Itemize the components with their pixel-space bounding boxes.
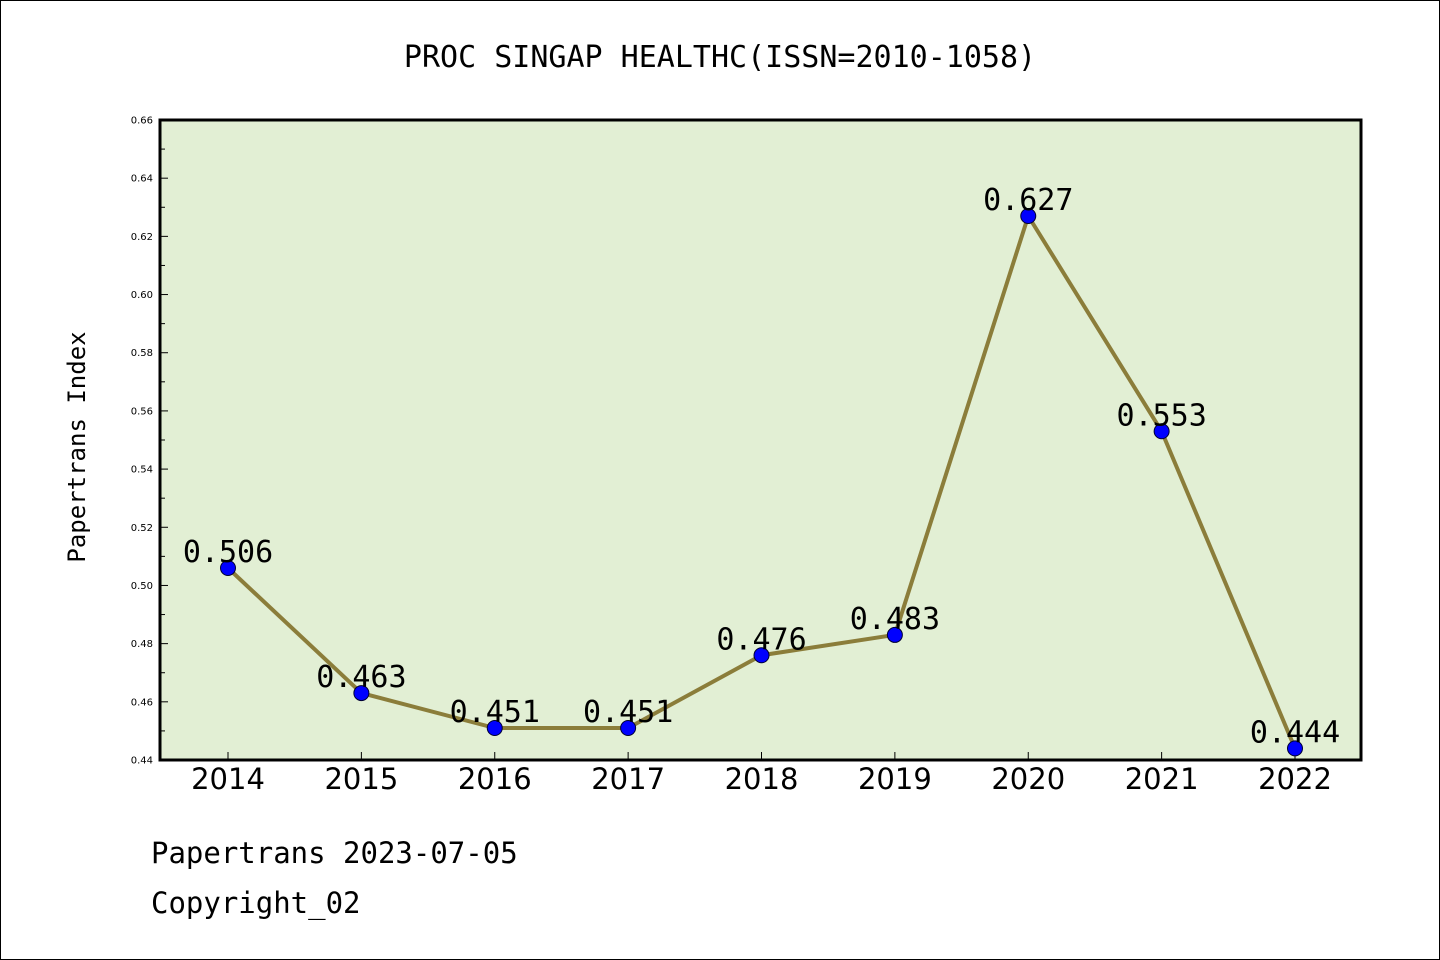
x-tick-label: 2021: [1125, 762, 1199, 796]
data-label: 0.476: [716, 622, 806, 657]
data-point: [886, 626, 903, 643]
data-labels: 0.506 0.463 0.451 0.451 0.476 0.483 0.627 0.553…: [183, 183, 1340, 750]
x-tick-label: 2017: [591, 762, 665, 796]
y-tick-label: 0.46: [131, 697, 153, 708]
data-point: [620, 720, 637, 736]
y-tick-label: 0.50: [131, 581, 153, 592]
y-tick-label: 0.64: [131, 174, 153, 185]
x-tick-label: 2015: [324, 762, 398, 796]
plot-frame: [158, 118, 1363, 762]
data-point: [1020, 208, 1037, 224]
y-tick-label: 0.58: [131, 348, 153, 359]
y-tick-label: 0.52: [131, 523, 153, 534]
data-label: 0.451: [583, 695, 673, 730]
footer-date-text: Papertrans 2023-07-05: [151, 836, 518, 870]
y-axis-label: Papertrans Index: [63, 331, 91, 562]
y-tick-label: 0.44: [131, 756, 153, 767]
data-label: 0.483: [850, 602, 940, 637]
x-tick-label: 2018: [725, 762, 799, 796]
axis-ticks: 0.44 0.46 0.48 0.50 0.52 0.54 0.56 0.58 0.60 0.62…: [131, 116, 1332, 797]
data-label: 0.444: [1250, 715, 1340, 750]
y-tick-label: 0.60: [131, 290, 153, 301]
x-tick-label: 2020: [991, 762, 1065, 796]
data-label: 0.506: [183, 535, 273, 570]
x-tick-label: 2014: [191, 762, 265, 796]
x-tick-label: 2016: [458, 762, 532, 796]
data-label: 0.553: [1116, 398, 1206, 433]
data-point: [353, 685, 370, 702]
y-tick-label: 0.54: [131, 465, 153, 476]
y-tick-label: 0.56: [131, 406, 153, 417]
y-tick-label: 0.48: [131, 639, 153, 650]
data-point: [486, 720, 503, 736]
x-tick-label: 2022: [1258, 762, 1332, 796]
y-tick-label: 0.66: [131, 116, 153, 127]
y-tick-label: 0.62: [131, 232, 153, 243]
data-point: [220, 560, 236, 576]
data-label: 0.463: [316, 660, 406, 695]
data-points: [220, 208, 1303, 757]
data-label: 0.627: [983, 183, 1073, 218]
data-point: [1153, 423, 1170, 440]
data-label: 0.451: [450, 695, 540, 730]
x-tick-label: 2019: [858, 762, 932, 796]
footer-copyright-text: Copyright_02: [151, 886, 361, 920]
data-point: [1287, 740, 1303, 757]
chart-title: PROC SINGAP HEALTHC(ISSN=2010-1058): [404, 40, 1036, 75]
data-point: [753, 647, 770, 664]
